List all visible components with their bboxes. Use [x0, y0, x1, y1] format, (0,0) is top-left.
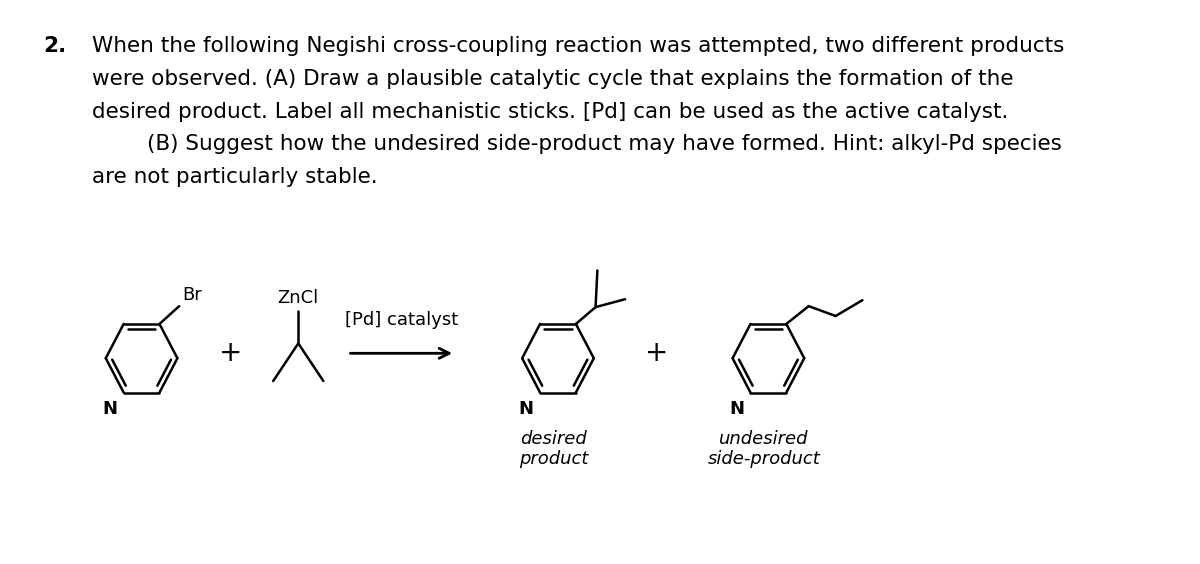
Text: desired
product: desired product [518, 430, 588, 468]
Text: desired product. Label all mechanistic sticks. [Pd] can be used as the active ca: desired product. Label all mechanistic s… [92, 102, 1009, 122]
Text: [Pd] catalyst: [Pd] catalyst [344, 311, 458, 329]
Text: 2.: 2. [43, 37, 66, 56]
Text: (B) Suggest how the undesired side-product may have formed. Hint: alkyl-Pd speci: (B) Suggest how the undesired side-produ… [92, 134, 1062, 155]
Text: were observed. (A) Draw a plausible catalytic cycle that explains the formation : were observed. (A) Draw a plausible cata… [92, 69, 1014, 89]
Text: undesired
side-product: undesired side-product [708, 430, 821, 468]
Text: N: N [102, 400, 118, 418]
Text: N: N [730, 400, 744, 418]
Text: When the following Negishi cross-coupling reaction was attempted, two different : When the following Negishi cross-couplin… [92, 37, 1064, 56]
Text: Br: Br [182, 286, 202, 304]
Text: ZnCl: ZnCl [277, 289, 319, 307]
Text: +: + [644, 340, 668, 367]
Text: are not particularly stable.: are not particularly stable. [92, 167, 378, 187]
Text: +: + [220, 340, 242, 367]
Text: N: N [518, 400, 534, 418]
